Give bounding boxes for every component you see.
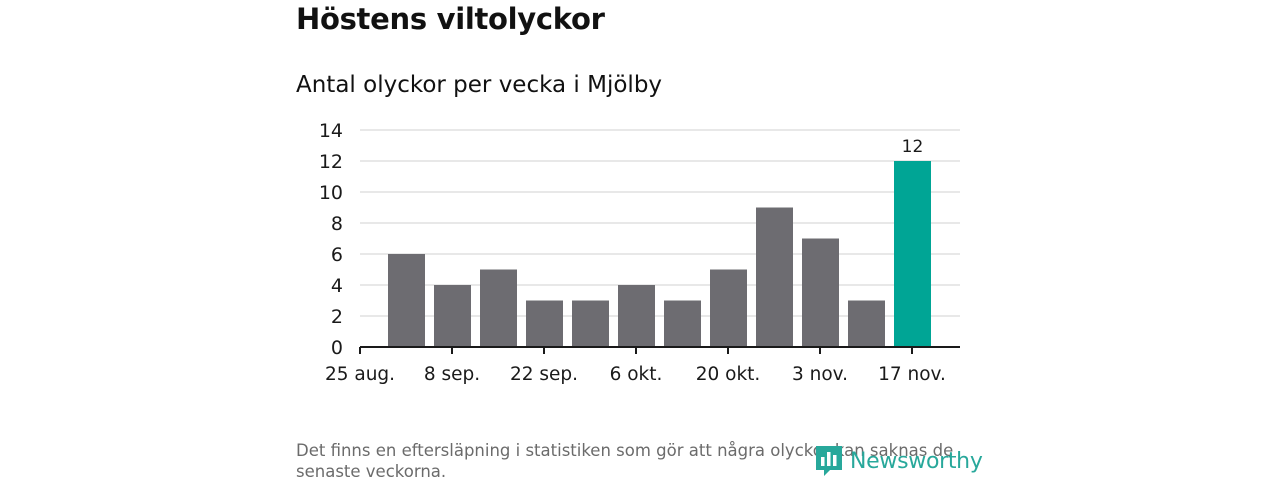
x-tick-label: 22 sep.: [510, 364, 578, 385]
y-tick-label: 8: [331, 213, 343, 235]
bar-chart: 12 0 2 4 6 8 10 12 14 25 aug. 8 sep. 22 sep. 6 okt.…: [319, 120, 960, 385]
y-tick-label: 12: [319, 151, 343, 173]
bar: [756, 207, 793, 347]
bar: [480, 269, 517, 347]
newsworthy-logo: Newsworthy: [814, 444, 983, 478]
logo-text: Newsworthy: [850, 448, 983, 474]
bar: [848, 300, 885, 347]
bar: [388, 254, 425, 347]
x-tick-label: 17 nov.: [878, 364, 946, 385]
bar: [894, 161, 931, 347]
axes: 0 2 4 6 8 10 12 14 25 aug. 8 sep. 22 sep. 6 okt. 20 …: [319, 120, 960, 385]
chart-title: Höstens viltolyckor: [296, 2, 605, 36]
y-tick-label: 6: [331, 244, 343, 266]
bar-chart-logo-icon: [816, 446, 842, 476]
bar: [572, 300, 609, 347]
y-tick-label: 0: [331, 337, 343, 359]
x-tick-label: 6 okt.: [610, 364, 663, 385]
y-tick-label: 14: [319, 120, 343, 142]
y-tick-label: 2: [331, 306, 343, 328]
x-tick-label: 20 okt.: [696, 364, 761, 385]
data-label: 12: [902, 137, 924, 157]
x-tick-label: 3 nov.: [792, 364, 848, 385]
bar: [618, 285, 655, 347]
y-tick-label: 4: [331, 275, 343, 297]
bar: [710, 269, 747, 347]
x-tick-label: 25 aug.: [325, 364, 395, 385]
bar: [526, 300, 563, 347]
bar: [802, 238, 839, 347]
chart-subtitle: Antal olyckor per vecka i Mjölby: [296, 72, 663, 98]
y-tick-label: 10: [319, 182, 343, 204]
bar: [664, 300, 701, 347]
x-tick-label: 8 sep.: [424, 364, 480, 385]
bar: [434, 285, 471, 347]
bars: 12: [388, 137, 931, 347]
footnote: Det finns en eftersläpning i statistiken…: [296, 441, 954, 481]
